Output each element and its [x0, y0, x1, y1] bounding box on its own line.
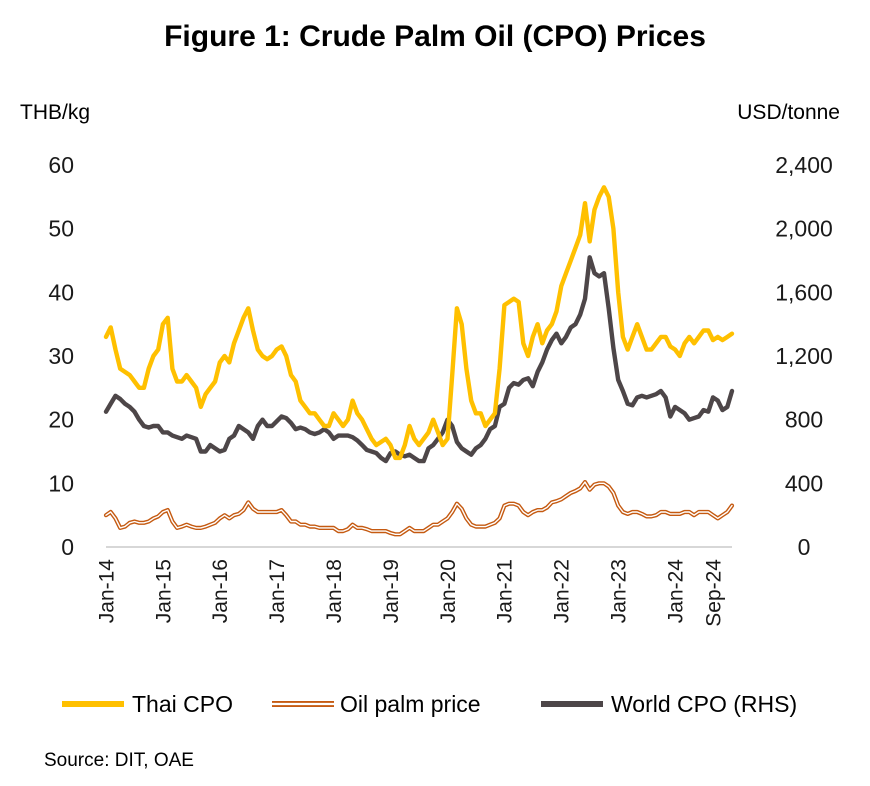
x-tick-label: Sep-24 [702, 559, 725, 627]
x-tick-label: Jan-22 [551, 559, 574, 623]
x-tick-label: Jan-23 [608, 559, 631, 623]
series-line-inner-oil-palm-price [105, 481, 733, 535]
series-line-world-cpo-rhs [103, 255, 735, 464]
legend-item-thai-cpo: Thai CPO [62, 691, 233, 717]
series-line-thai-cpo [103, 185, 735, 461]
x-tick-label: Jan-21 [494, 559, 517, 623]
x-tick-label: Jan-24 [664, 559, 687, 624]
legend-label-oil-palm-price: Oil palm price [340, 691, 481, 717]
right-y-tick-label: 400 [785, 470, 823, 496]
left-y-tick-label: 40 [48, 279, 74, 305]
left-y-tick-label: 50 [48, 216, 74, 242]
left-y-tick-label: 20 [48, 407, 74, 433]
x-tick-label: Jan-14 [95, 559, 118, 624]
right-y-tick-label: 0 [798, 534, 811, 560]
x-tick-label: Jan-19 [380, 559, 403, 623]
right-y-tick-label: 1,600 [775, 279, 833, 305]
right-axis-unit: USD/tonne [737, 101, 840, 124]
right-y-tick-label: 800 [785, 407, 823, 433]
right-y-tick-label: 1,200 [775, 343, 833, 369]
right-y-tick-label: 2,400 [775, 152, 833, 178]
right-y-ticks: 0 400 800 1,200 1,600 2,000 2,400 [775, 152, 833, 560]
right-y-tick-label: 2,000 [775, 216, 833, 242]
x-tick-label: Jan-17 [266, 559, 289, 623]
x-tick-label: Jan-18 [323, 559, 346, 623]
left-y-ticks: 0 10 20 30 40 50 60 [48, 152, 74, 560]
chart-title: Figure 1: Crude Palm Oil (CPO) Prices [164, 20, 706, 53]
legend-item-oil-palm-price: Oil palm price [272, 691, 481, 717]
left-y-tick-label: 0 [61, 534, 74, 560]
left-y-tick-label: 60 [48, 152, 74, 178]
x-tick-label: Jan-16 [209, 559, 232, 623]
left-y-tick-label: 10 [48, 470, 74, 496]
legend-item-world-cpo: World CPO (RHS) [541, 691, 797, 717]
legend: Thai CPO Oil palm price World CPO (RHS) [62, 691, 797, 717]
series-line-oil-palm-price [103, 480, 735, 537]
source-note: Source: DIT, OAE [44, 750, 194, 771]
legend-label-thai-cpo: Thai CPO [132, 691, 233, 717]
left-y-tick-label: 30 [48, 343, 74, 369]
x-tick-label: Jan-15 [152, 559, 175, 623]
x-ticks: Jan-14 Jan-15 Jan-16 Jan-17 Jan-18 Jan-19 Jan-… [95, 559, 725, 627]
legend-label-world-cpo: World CPO (RHS) [611, 691, 797, 717]
left-axis-unit: THB/kg [20, 101, 90, 124]
series-group [103, 185, 735, 537]
x-tick-label: Jan-20 [437, 559, 460, 623]
